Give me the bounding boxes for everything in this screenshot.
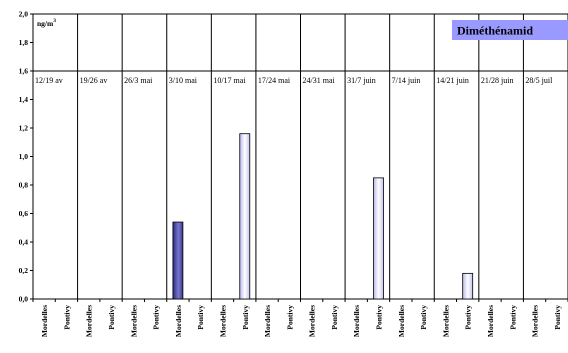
y-tick-label: 0,2 — [19, 266, 29, 275]
x-tick-label: Pontivy — [553, 305, 562, 330]
x-tick-label: Pontivy — [152, 305, 161, 330]
period-label: 31/7 juin — [347, 76, 376, 85]
bars — [172, 133, 474, 300]
y-tick-label: 1,2 — [19, 124, 29, 133]
x-axis-labels: Mordelles Pontivy Mordelles Pontivy Mordelle… — [40, 305, 562, 337]
x-tick-label: Mordelles — [352, 305, 361, 337]
x-tick-label: Pontivy — [196, 305, 205, 330]
x-tick-label: Mordelles — [129, 305, 138, 337]
x-tick-label: Pontivy — [241, 305, 250, 330]
x-tick-label: Pontivy — [62, 305, 71, 330]
period-label: 14/21 juin — [436, 76, 469, 85]
x-tick-label: Pontivy — [464, 305, 473, 330]
y-axis-ticks: 0,0 0,2 0,4 0,6 0,8 1,0 1,2 1,4 1,6 1,8 2,0 — [19, 10, 33, 304]
y-tick-label: 1,0 — [19, 152, 29, 161]
y-tick-label: 1,8 — [19, 38, 29, 47]
x-tick-label: Mordelles — [441, 305, 450, 337]
x-tick-label: Mordelles — [174, 305, 183, 337]
period-labels: 12/19 av 19/26 av 26/3 mai 3/10 mai 10/17 ma… — [35, 76, 553, 85]
x-tick-label: Pontivy — [375, 305, 384, 330]
bar-mordelles — [172, 221, 184, 300]
x-tick-label: Pontivy — [107, 305, 116, 330]
y-tick-label: 0,0 — [19, 295, 29, 304]
x-tick-label: Mordelles — [218, 305, 227, 337]
x-tick-label: Mordelles — [85, 305, 94, 337]
unit-label: ng/m3 — [37, 18, 56, 28]
period-label: 19/26 av — [80, 76, 108, 85]
y-tick-label: 0,4 — [19, 238, 29, 247]
y-tick-label: 0,8 — [19, 181, 29, 190]
x-tick-label: Mordelles — [531, 305, 540, 337]
period-label: 17/24 mai — [258, 76, 291, 85]
period-label: 10/17 mai — [213, 76, 246, 85]
y-tick-label: 2,0 — [19, 10, 29, 19]
y-tick-label: 0,6 — [19, 209, 29, 218]
x-tick-label: Pontivy — [419, 305, 428, 330]
period-label: 24/31 mai — [303, 76, 336, 85]
period-label: 7/14 juin — [392, 76, 421, 85]
period-label: 3/10 mai — [169, 76, 198, 85]
title-box — [452, 20, 568, 40]
y-tick-label: 1,6 — [19, 67, 29, 76]
bar-pontivy — [373, 177, 384, 300]
bar-pontivy — [462, 272, 474, 300]
x-tick-label: Mordelles — [486, 305, 495, 337]
period-label: 26/3 mai — [124, 76, 153, 85]
period-label: 28/5 juil — [525, 76, 553, 85]
x-tick-label: Mordelles — [308, 305, 317, 337]
x-tick-label: Pontivy — [285, 305, 294, 330]
bar-pontivy — [239, 133, 251, 300]
x-tick-label: Mordelles — [397, 305, 406, 337]
chart-title: Diméthénamid — [457, 24, 533, 38]
plot-grid — [32, 13, 568, 302]
x-tick-label: Mordelles — [40, 305, 49, 337]
x-tick-label: Pontivy — [330, 305, 339, 330]
x-tick-label: Pontivy — [508, 305, 517, 330]
period-label: 21/28 juin — [481, 76, 514, 85]
x-tick-label: Mordelles — [263, 305, 272, 337]
y-tick-label: 1,4 — [19, 95, 29, 104]
period-label: 12/19 av — [35, 76, 63, 85]
